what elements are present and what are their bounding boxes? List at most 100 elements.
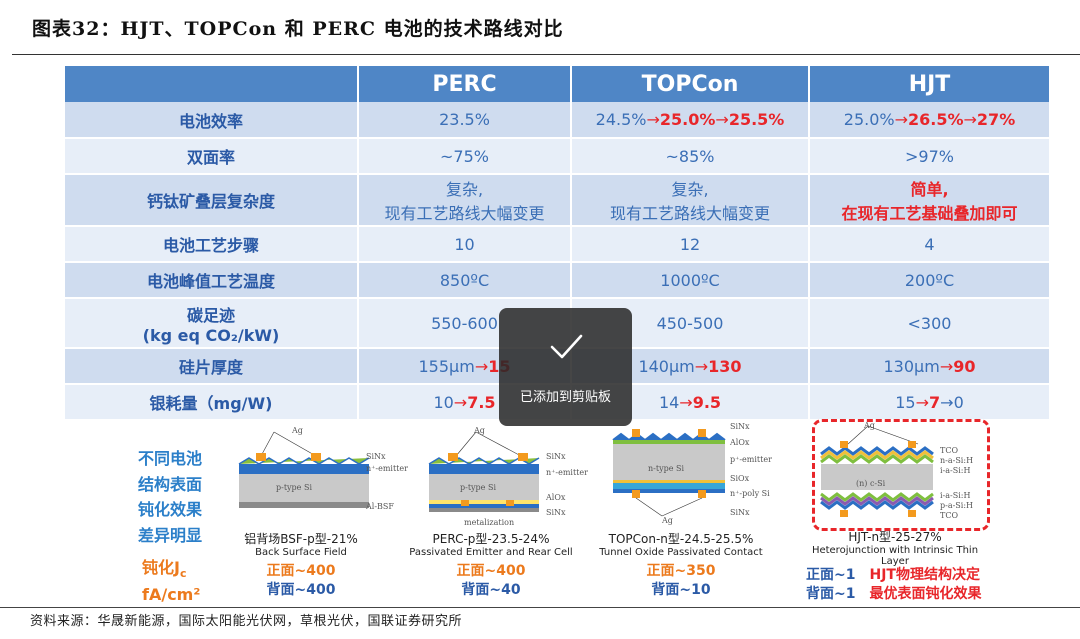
hjt-highlight-box — [812, 419, 990, 531]
diagram-label: SiNx — [366, 452, 386, 461]
caption-title: PERC-p型-23.5-24% — [432, 532, 550, 546]
cell-target-value: 25.0% — [659, 110, 716, 129]
hjt-note: 最优表面钝化效果 — [869, 586, 982, 602]
hjt-note: HJT物理结构决定 — [869, 567, 980, 583]
cell-perc: 23.5% — [358, 102, 572, 139]
cell-target-value: 90 — [953, 356, 976, 376]
row-label: 电池效率 — [65, 102, 359, 139]
cell-target-value: 27% — [976, 110, 1016, 129]
cell-target-value: 26.5% — [908, 110, 964, 129]
cell-line: 现有工艺路线大幅变更 — [384, 204, 545, 223]
jc-values: 正面~350 背面~10 — [596, 562, 766, 600]
cell-base-value: 130μm — [883, 356, 940, 376]
arrow: → — [915, 392, 930, 412]
side-label: 钝化效果 — [138, 500, 203, 519]
arrow: → — [474, 356, 489, 376]
arrow: → — [715, 110, 729, 129]
diagram-label: p-type Si — [276, 483, 312, 492]
arrow: → — [894, 110, 908, 129]
source-footer: 资料来源：华晟新能源，国际太阳能光伏网，草根光伏，国联证券研究所 — [30, 614, 463, 629]
cell-base-value: 155μm — [418, 356, 475, 376]
toast-message: 已添加到剪贴板 — [519, 390, 611, 405]
caption-subtitle: Back Surface Field — [255, 547, 347, 558]
cell-line: 现有工艺路线大幅变更 — [609, 204, 770, 223]
diagram-label: p-type Si — [460, 483, 496, 492]
cell-target-value: 130 — [708, 356, 742, 376]
jc-values: 正面~400 背面~400 — [226, 562, 376, 600]
diagram-label: SiNx — [730, 422, 750, 431]
diagram-label: TCO — [940, 446, 959, 455]
diagram-label: Al-BSF — [366, 502, 394, 511]
cell-line: 简单, — [910, 180, 949, 199]
diagram-label: SiNx — [730, 508, 750, 517]
table-row: 电池工艺步骤 10 12 4 — [65, 226, 1051, 263]
side-label: 不同电池 — [138, 449, 203, 468]
caption-subtitle: Heterojunction with Intrinsic Thin Layer — [811, 545, 979, 567]
bsf-cell-diagram — [238, 431, 370, 508]
arrow: → — [679, 392, 693, 412]
cell-line: 复杂, — [671, 180, 709, 199]
topcon-caption: TOPCon-n型-24.5-25.5% Tunnel Oxide Passiv… — [596, 530, 766, 600]
clipboard-toast: 已添加到剪贴板 — [499, 308, 632, 426]
diagram-label: n⁺-emitter — [546, 468, 588, 477]
footer-rule — [0, 607, 1080, 608]
cell-base-value: 14 — [658, 392, 680, 412]
cell-target-value: 9.5 — [692, 392, 722, 412]
perc-caption: PERC-p型-23.5-24% Passivated Emitter and … — [406, 530, 576, 600]
caption-title: 铝背场BSF-p型-21% — [244, 532, 358, 546]
cell-hjt: <300 — [809, 298, 1051, 349]
row-label-line: (kg eq CO₂/kW) — [142, 325, 280, 345]
header-topcon: TOPCon — [571, 66, 810, 102]
diagram-label: TCO — [940, 511, 959, 520]
cell-base-value: 24.5% — [595, 110, 647, 129]
cell-perc: 复杂, 现有工艺路线大幅变更 — [358, 174, 572, 227]
front-value: 正面~1 — [806, 567, 856, 583]
table-row: 双面率 ~75% ~85% >97% — [65, 138, 1051, 175]
cell-hjt: >97% — [809, 138, 1051, 175]
row-label: 电池峰值工艺温度 — [65, 262, 359, 299]
table-row: 电池效率 23.5% 24.5%→25.0%→25.5% 25.0%→26.5%… — [65, 102, 1051, 139]
figure-title: 图表32：HJT、TOPCon 和 PERC 电池的技术路线对比 — [32, 18, 564, 40]
cell-line: 在现有工艺基础叠加即可 — [841, 204, 1018, 223]
diagram-label: i-a-Si:H — [940, 466, 971, 475]
hjt-cell-diagram — [820, 425, 934, 517]
diagram-label: Ag — [864, 421, 875, 430]
arrow: → — [453, 392, 468, 412]
arrow: → — [940, 392, 954, 412]
cell-base-value: 10 — [433, 392, 454, 412]
arrow: → — [646, 110, 660, 129]
table-row: 电池峰值工艺温度 850ºC 1000ºC 200ºC — [65, 262, 1051, 299]
perc-cell-diagram — [428, 431, 540, 512]
table-row: 钙钛矿叠层复杂度 复杂, 现有工艺路线大幅变更 复杂, 现有工艺路线大幅变更 简单,… — [65, 174, 1051, 227]
title-rule — [12, 54, 1080, 55]
header-perc: PERC — [358, 66, 572, 102]
table-header-row: PERC TOPCon HJT — [65, 66, 1051, 102]
diagram-label: p-a-Si:H — [940, 501, 974, 510]
front-value: 正面~400 — [456, 563, 526, 579]
diagram-label: p⁺-emitter — [730, 455, 772, 464]
checkmark-icon — [499, 326, 632, 366]
jc-values: 正面~400 背面~40 — [406, 562, 576, 600]
diagram-label: AlOx — [546, 493, 566, 502]
arrow: → — [963, 110, 977, 129]
hjt-caption: HJT-n型-25-27% Heterojunction with Intrin… — [800, 528, 990, 567]
row-label-line: 碳足迹 — [186, 305, 235, 325]
cell-topcon: 24.5%→25.0%→25.5% — [571, 102, 810, 139]
arrow: → — [939, 356, 954, 376]
diagram-label: Ag — [474, 426, 485, 435]
back-value: 背面~40 — [461, 582, 521, 598]
cell-base-value: 25.0% — [843, 110, 895, 129]
side-label: 差异明显 — [138, 525, 203, 545]
cell-perc: ~75% — [358, 138, 572, 175]
cell-hjt: 15→7→0 — [809, 384, 1051, 421]
front-value: 正面~400 — [266, 563, 336, 579]
row-label: 双面率 — [65, 138, 359, 175]
cell-target-value: 25.5% — [728, 110, 785, 129]
comparison-table: PERC TOPCon HJT 电池效率 23.5% 24.5%→25.0%→2… — [65, 66, 1051, 421]
diagram-label: i-a-Si:H — [940, 491, 971, 500]
back-value: 背面~10 — [651, 582, 711, 598]
cell-perc: 850ºC — [358, 262, 572, 299]
cell-target-value: 0 — [953, 392, 964, 412]
diagram-label: Ag — [662, 516, 673, 525]
cell-topcon: 12 — [571, 226, 810, 263]
